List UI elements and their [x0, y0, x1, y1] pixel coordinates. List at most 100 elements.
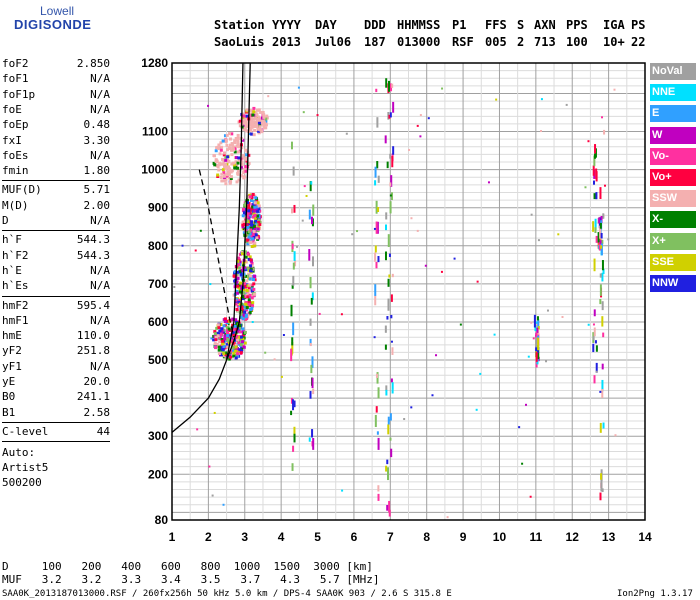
echo-cluster-mark	[238, 326, 242, 330]
echo-cluster-mark	[217, 348, 221, 352]
param-value: 110.0	[76, 329, 110, 343]
echo-mark	[375, 221, 378, 234]
echo-cluster-mark	[222, 160, 226, 164]
param-value: N/A	[90, 87, 110, 101]
echo-cluster-mark	[257, 218, 261, 222]
echo-cluster-mark	[240, 174, 244, 178]
echo-dot	[207, 104, 210, 107]
x-tick-label: 6	[351, 530, 358, 544]
echo-mark	[292, 399, 295, 411]
echo-cluster-mark	[237, 256, 241, 260]
echo-dot	[441, 87, 444, 90]
echo-cluster-mark	[226, 337, 230, 341]
echo-cluster-mark	[256, 217, 260, 221]
header-cell: RSF	[452, 35, 474, 49]
echo-cluster-mark	[224, 351, 228, 355]
echo-cluster-mark	[255, 214, 259, 218]
echo-cluster-mark	[237, 145, 241, 149]
echo-cluster-mark	[220, 162, 224, 166]
echo-mark	[292, 262, 295, 270]
echo-cluster-mark	[244, 169, 248, 173]
echo-cluster-mark	[250, 220, 254, 224]
echo-mark	[599, 240, 602, 244]
echo-cluster-mark	[242, 114, 246, 118]
echo-cluster-mark	[258, 223, 262, 227]
echo-cluster-mark	[236, 259, 240, 263]
echo-cluster-mark	[251, 205, 255, 209]
echo-cluster-mark	[256, 124, 260, 128]
echo-dot	[431, 394, 434, 397]
echo-cluster-mark	[240, 305, 244, 309]
echo-dot	[546, 309, 549, 312]
header-cell: 005	[485, 35, 507, 49]
echo-cluster-mark	[264, 117, 268, 121]
param-value: 20.0	[83, 375, 111, 388]
echo-mark	[391, 382, 394, 390]
echo-cluster-mark	[244, 148, 248, 152]
echo-cluster-mark	[220, 179, 224, 183]
echo-dot	[199, 229, 202, 232]
echo-mark	[536, 316, 539, 321]
echo-cluster-mark	[253, 241, 257, 245]
separator	[2, 441, 110, 443]
echo-mark	[387, 467, 390, 481]
echo-dot	[440, 270, 443, 273]
echo-cluster-mark	[227, 165, 231, 169]
echo-dot	[565, 103, 568, 106]
echo-cluster-mark	[217, 345, 221, 349]
echo-mark	[389, 182, 392, 187]
echo-cluster-mark	[238, 324, 242, 328]
echo-cluster-mark	[224, 158, 228, 162]
echo-cluster-mark	[256, 201, 260, 205]
echo-dot	[196, 428, 199, 431]
echo-cluster-mark	[219, 344, 223, 348]
echo-mark	[387, 278, 390, 287]
echo-dot	[524, 403, 527, 406]
header-cell: 22	[631, 35, 646, 49]
echo-cluster-mark	[238, 290, 242, 294]
echo-mark	[308, 249, 311, 261]
echo-mark	[311, 216, 314, 225]
echo-cluster-mark	[238, 302, 242, 306]
echo-cluster-mark	[221, 168, 225, 172]
echo-cluster-mark	[236, 304, 240, 308]
echo-cluster-mark	[217, 143, 221, 147]
echo-mark	[390, 175, 393, 187]
echo-mark	[377, 485, 380, 492]
echo-mark	[390, 192, 393, 201]
echo-dot	[427, 117, 430, 120]
header-cell: DAY	[315, 18, 337, 32]
echo-cluster-mark	[250, 223, 254, 227]
echo-cluster-mark	[252, 224, 256, 228]
echo-cluster-mark	[242, 222, 246, 226]
echo-dot	[540, 98, 543, 101]
echo-cluster-mark	[236, 291, 240, 295]
echo-mark	[599, 187, 602, 199]
echo-cluster-mark	[241, 340, 245, 344]
echo-cluster-mark	[240, 349, 244, 353]
echo-mark	[291, 342, 294, 354]
echo-mark	[593, 327, 596, 337]
echo-cluster-mark	[262, 113, 266, 117]
echo-cluster-mark	[231, 331, 235, 335]
echo-mark	[595, 192, 598, 200]
echo-dot	[210, 337, 213, 340]
echo-cluster-mark	[243, 330, 247, 334]
echo-cluster-mark	[231, 317, 235, 321]
header-cell: Jul06	[315, 35, 352, 49]
echo-cluster-mark	[234, 343, 238, 347]
echo-cluster-mark	[217, 325, 221, 329]
echo-dot	[373, 227, 376, 230]
echo-mark	[311, 429, 314, 438]
echo-mark	[388, 253, 391, 257]
echo-mark	[390, 294, 393, 302]
param-row-md: M(D) 2.00	[2, 199, 110, 214]
echo-cluster-mark	[245, 317, 249, 321]
echo-cluster-mark	[244, 274, 248, 278]
echo-cluster-mark	[235, 354, 239, 358]
echo-cluster-mark	[236, 352, 240, 356]
header-cell: S	[517, 18, 525, 32]
echo-mark	[386, 504, 389, 511]
echo-cluster-mark	[239, 284, 243, 288]
echo-cluster-mark	[233, 324, 237, 328]
